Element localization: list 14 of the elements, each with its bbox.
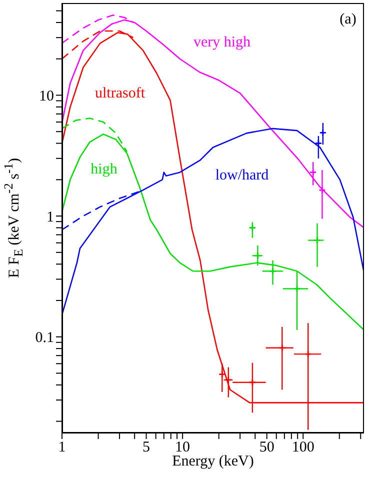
x-tick-label: 5 [142,440,150,456]
y-tick-label: 0.1 [35,330,54,346]
x-tick-label: 1 [58,440,66,456]
y-tick-label: 1 [46,209,54,226]
series-label: ultrasoft [95,86,145,102]
annotation: (a) [340,12,356,28]
x-tick-label: 10 [175,440,190,456]
y-tick-label: 10 [39,88,54,105]
series-label: low/hard [215,168,269,184]
series-label: very high [193,34,251,52]
x-tick-label: 50 [259,440,274,456]
x-tick-label: 100 [292,440,314,456]
series-label: high [90,162,118,178]
x-axis-title: Energy (keV) [172,454,254,470]
